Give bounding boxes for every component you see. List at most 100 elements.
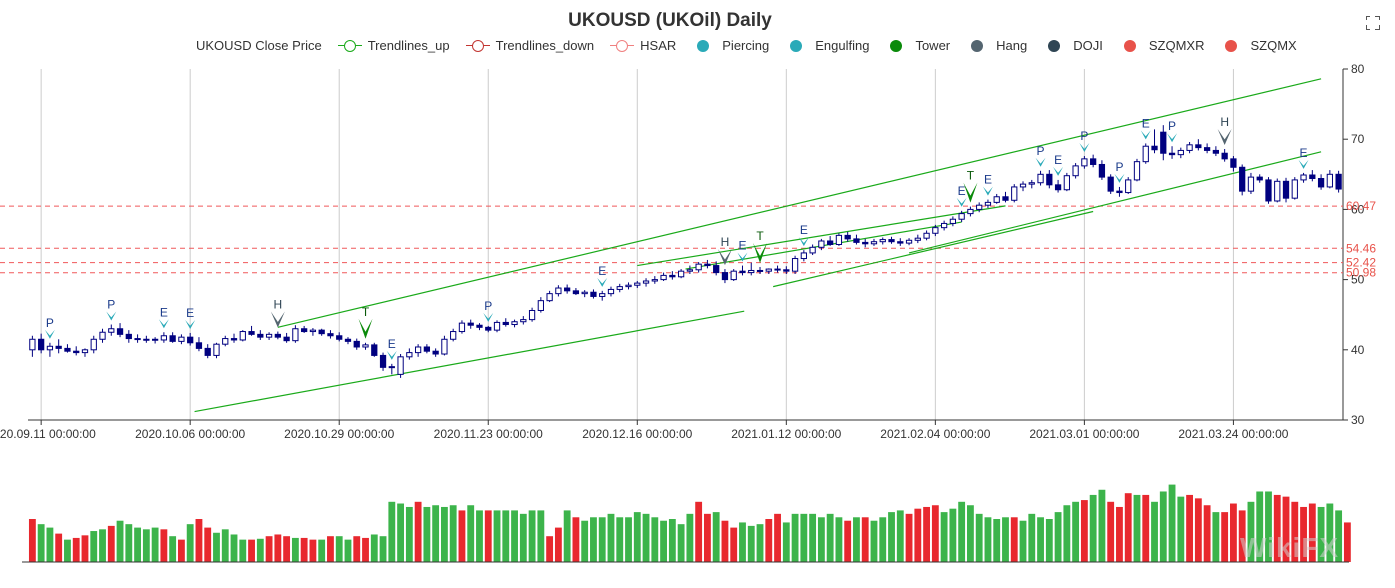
candle-body bbox=[125, 333, 132, 340]
volume-bar bbox=[888, 512, 895, 562]
volume-bar bbox=[1282, 496, 1290, 562]
candle-body bbox=[213, 343, 220, 356]
x-tick-label: 2020.09.11 00:00:00 bbox=[0, 427, 96, 441]
volume-bar bbox=[1045, 519, 1053, 562]
candle-body bbox=[257, 333, 264, 338]
candle-body bbox=[379, 354, 387, 368]
candle-body bbox=[923, 232, 930, 239]
volume-bar bbox=[239, 539, 247, 562]
volume-bar bbox=[502, 510, 510, 562]
candle-body bbox=[520, 319, 527, 323]
candle-body bbox=[1265, 179, 1272, 202]
legend-item[interactable]: DOJI bbox=[1043, 38, 1103, 53]
candle-body bbox=[625, 284, 632, 288]
candle-body bbox=[406, 352, 413, 358]
pattern-label: T bbox=[967, 169, 975, 183]
candle-body bbox=[572, 290, 580, 295]
legend-item[interactable]: HSAR bbox=[610, 38, 676, 53]
candle-body bbox=[940, 222, 948, 229]
volume-bar bbox=[817, 517, 825, 562]
candle-body bbox=[546, 293, 553, 302]
volume-bar bbox=[1343, 522, 1351, 562]
legend-item[interactable]: Engulfing bbox=[785, 38, 869, 53]
candle-body bbox=[388, 366, 395, 369]
legend-item[interactable]: Trendlines_down bbox=[465, 38, 595, 53]
volume-bar bbox=[1010, 517, 1018, 562]
candle-body bbox=[669, 274, 676, 278]
pattern-marker-tower bbox=[358, 318, 373, 339]
trendline-up bbox=[194, 310, 745, 413]
legend-marker-icon bbox=[1220, 39, 1244, 52]
volume-bar bbox=[923, 506, 931, 562]
candle-body bbox=[1256, 176, 1263, 181]
x-tick-label: 2021.03.24 00:00:00 bbox=[1178, 427, 1288, 441]
candle-body bbox=[99, 331, 106, 340]
legend-item[interactable]: Hang bbox=[966, 38, 1027, 53]
candle-body bbox=[1282, 180, 1290, 199]
pattern-label: P bbox=[1037, 144, 1045, 158]
candle-body bbox=[774, 268, 781, 271]
volume-bar bbox=[1177, 496, 1185, 562]
volume-bar bbox=[440, 506, 448, 562]
candle-body bbox=[283, 336, 290, 342]
legend-label: Trendlines_down bbox=[495, 38, 595, 53]
legend-item[interactable]: SZQMX bbox=[1220, 38, 1297, 53]
x-tick-label: 2021.02.04 00:00:00 bbox=[880, 427, 990, 441]
volume-bar bbox=[774, 513, 781, 562]
pattern-marker-hang bbox=[717, 249, 732, 266]
candle-body bbox=[248, 331, 255, 335]
x-tick-label: 2021.03.01 00:00:00 bbox=[1029, 427, 1139, 441]
candle-body bbox=[984, 201, 992, 206]
volume-bar bbox=[1317, 506, 1325, 562]
pattern-marker-engulfing bbox=[737, 252, 748, 262]
legend-marker-icon bbox=[465, 39, 490, 52]
pattern-label: E bbox=[186, 306, 194, 320]
volume-bar bbox=[1124, 493, 1132, 562]
candle-body bbox=[1335, 173, 1342, 190]
volume-bar bbox=[642, 513, 650, 562]
volume-bar bbox=[616, 517, 624, 562]
pattern-marker-engulfing bbox=[158, 319, 169, 329]
candle-body bbox=[169, 335, 176, 342]
y-tick-label: 30 bbox=[1351, 413, 1365, 427]
volume-bar bbox=[1221, 512, 1229, 562]
volume-bar bbox=[782, 522, 790, 562]
y-tick-label: 40 bbox=[1351, 343, 1365, 357]
volume-bar bbox=[1194, 498, 1202, 562]
save-as-image-icon[interactable] bbox=[1364, 14, 1381, 31]
pattern-label: H bbox=[274, 298, 283, 312]
legend-item[interactable]: Trendlines_up bbox=[337, 38, 450, 53]
hsar-level-label: 52.42 bbox=[1346, 256, 1376, 270]
candle-body bbox=[1309, 174, 1316, 180]
x-tick-label: 2021.01.12 00:00:00 bbox=[731, 427, 841, 441]
volume-bar bbox=[432, 505, 440, 562]
candle-body bbox=[914, 237, 921, 241]
candle-body bbox=[1221, 152, 1228, 160]
x-tick-label: 2020.12.16 00:00:00 bbox=[582, 427, 692, 441]
candle-body bbox=[1090, 158, 1097, 165]
volume-bar bbox=[90, 531, 98, 562]
legend-item[interactable]: Tower bbox=[885, 38, 950, 53]
volume-bar bbox=[134, 527, 142, 562]
legend-marker-icon bbox=[1119, 39, 1143, 52]
volume-bar bbox=[1159, 491, 1167, 562]
legend-item[interactable]: Piercing bbox=[692, 38, 769, 53]
candle-body bbox=[721, 272, 729, 281]
pattern-label: P bbox=[1115, 160, 1123, 174]
candle-body bbox=[879, 239, 886, 243]
candle-body bbox=[695, 263, 702, 271]
candle-body bbox=[1186, 144, 1193, 151]
volume-bar bbox=[625, 517, 632, 562]
candle-body bbox=[46, 345, 54, 351]
legend-item[interactable]: UKOUSD Close Price bbox=[196, 38, 322, 53]
volume-bar bbox=[511, 510, 518, 562]
volume-bar bbox=[449, 505, 457, 562]
legend-item[interactable]: SZQMXR bbox=[1119, 38, 1204, 53]
legend-label: Hang bbox=[996, 38, 1028, 53]
candle-body bbox=[344, 338, 352, 342]
volume-bar bbox=[370, 534, 378, 562]
volume-bar bbox=[1203, 505, 1211, 562]
candle-body bbox=[765, 268, 772, 272]
volume-bar bbox=[537, 510, 545, 562]
